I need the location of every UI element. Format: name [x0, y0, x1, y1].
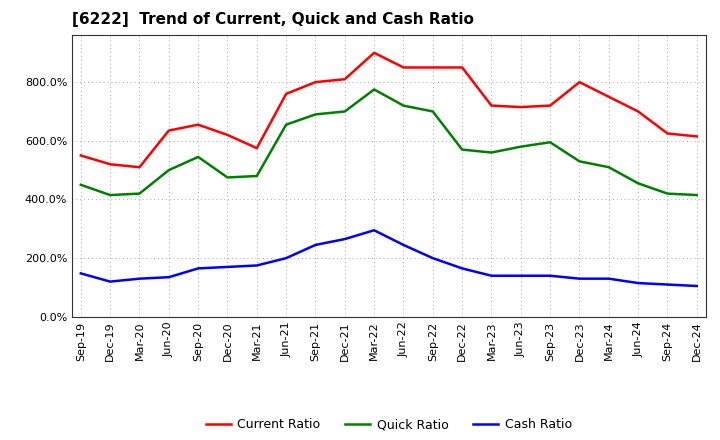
Line: Cash Ratio: Cash Ratio: [81, 230, 697, 286]
Line: Current Ratio: Current Ratio: [81, 53, 697, 167]
Current Ratio: [341, 77, 349, 82]
Cash Ratio: [223, 264, 232, 270]
Quick Ratio: [546, 139, 554, 145]
Quick Ratio: [253, 173, 261, 179]
Current Ratio: [253, 146, 261, 151]
Current Ratio: [164, 128, 173, 133]
Quick Ratio: [634, 181, 642, 186]
Quick Ratio: [516, 144, 525, 149]
Current Ratio: [605, 94, 613, 99]
Current Ratio: [282, 91, 290, 96]
Quick Ratio: [399, 103, 408, 108]
Cash Ratio: [282, 256, 290, 261]
Line: Quick Ratio: Quick Ratio: [81, 89, 697, 195]
Cash Ratio: [693, 283, 701, 289]
Cash Ratio: [370, 227, 379, 233]
Cash Ratio: [76, 271, 85, 276]
Cash Ratio: [487, 273, 496, 279]
Quick Ratio: [341, 109, 349, 114]
Current Ratio: [634, 109, 642, 114]
Quick Ratio: [487, 150, 496, 155]
Current Ratio: [546, 103, 554, 108]
Cash Ratio: [546, 273, 554, 279]
Cash Ratio: [575, 276, 584, 281]
Quick Ratio: [311, 112, 320, 117]
Current Ratio: [76, 153, 85, 158]
Quick Ratio: [370, 87, 379, 92]
Quick Ratio: [135, 191, 144, 196]
Current Ratio: [370, 50, 379, 55]
Cash Ratio: [399, 242, 408, 248]
Quick Ratio: [428, 109, 437, 114]
Quick Ratio: [223, 175, 232, 180]
Quick Ratio: [282, 122, 290, 127]
Cash Ratio: [135, 276, 144, 281]
Current Ratio: [516, 104, 525, 110]
Quick Ratio: [575, 159, 584, 164]
Current Ratio: [458, 65, 467, 70]
Current Ratio: [223, 132, 232, 138]
Cash Ratio: [311, 242, 320, 248]
Current Ratio: [311, 80, 320, 85]
Current Ratio: [135, 165, 144, 170]
Cash Ratio: [341, 236, 349, 242]
Cash Ratio: [663, 282, 672, 287]
Current Ratio: [399, 65, 408, 70]
Legend: Current Ratio, Quick Ratio, Cash Ratio: Current Ratio, Quick Ratio, Cash Ratio: [201, 413, 577, 436]
Cash Ratio: [253, 263, 261, 268]
Quick Ratio: [605, 165, 613, 170]
Cash Ratio: [516, 273, 525, 279]
Quick Ratio: [458, 147, 467, 152]
Cash Ratio: [428, 256, 437, 261]
Quick Ratio: [663, 191, 672, 196]
Quick Ratio: [194, 154, 202, 160]
Cash Ratio: [106, 279, 114, 284]
Current Ratio: [428, 65, 437, 70]
Quick Ratio: [106, 192, 114, 198]
Text: [6222]  Trend of Current, Quick and Cash Ratio: [6222] Trend of Current, Quick and Cash …: [72, 12, 474, 27]
Cash Ratio: [194, 266, 202, 271]
Current Ratio: [575, 80, 584, 85]
Quick Ratio: [76, 182, 85, 187]
Current Ratio: [487, 103, 496, 108]
Quick Ratio: [693, 192, 701, 198]
Quick Ratio: [164, 168, 173, 173]
Current Ratio: [194, 122, 202, 127]
Current Ratio: [693, 134, 701, 139]
Current Ratio: [106, 161, 114, 167]
Cash Ratio: [164, 275, 173, 280]
Current Ratio: [663, 131, 672, 136]
Cash Ratio: [634, 280, 642, 286]
Cash Ratio: [605, 276, 613, 281]
Cash Ratio: [458, 266, 467, 271]
